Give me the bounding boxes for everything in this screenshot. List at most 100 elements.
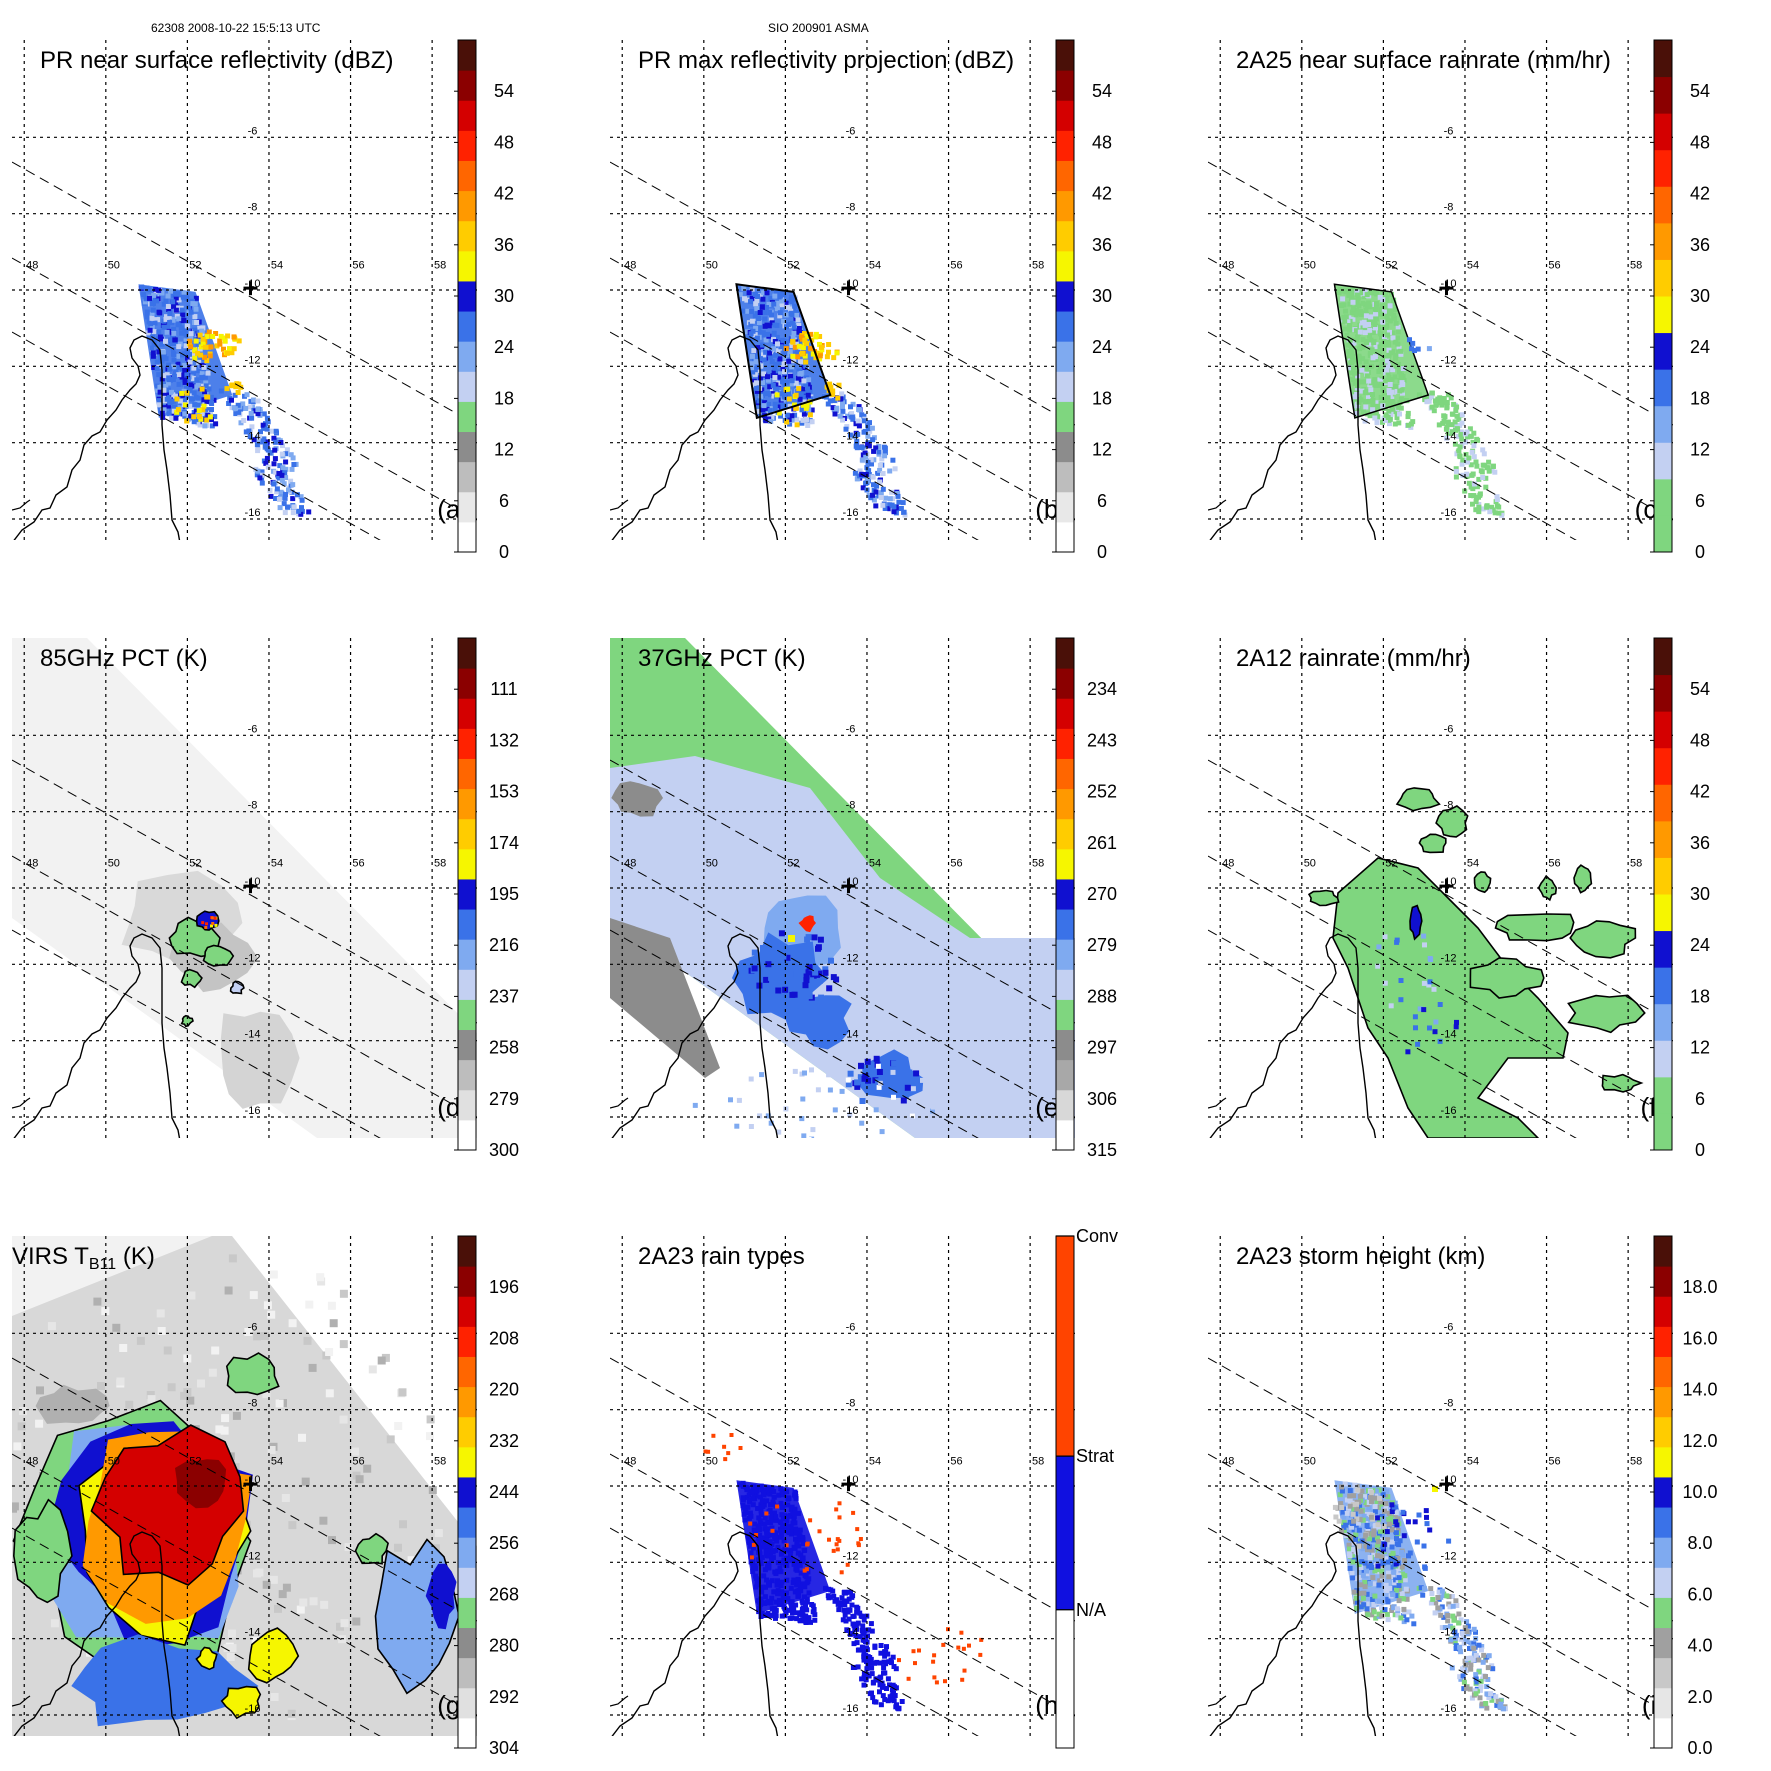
data-pixel [1439, 1625, 1445, 1631]
data-pixel [1464, 1638, 1470, 1644]
data-pixel [776, 360, 782, 366]
data-pixel [809, 1067, 814, 1073]
colorbar-band [458, 371, 476, 402]
data-pixel [1363, 404, 1369, 410]
data-pixel [1361, 1513, 1367, 1519]
data-pixel [193, 416, 199, 422]
data-pixel [877, 462, 883, 468]
data-pixel [1354, 334, 1360, 340]
data-pixel [792, 951, 799, 958]
colorbar-band [458, 100, 476, 131]
data-pixel [805, 934, 812, 941]
data-pixel [839, 391, 845, 397]
data-pixel [1391, 315, 1397, 321]
colorbar-label: 54 [494, 81, 514, 101]
data-pixel [258, 429, 263, 435]
data-pixel [881, 1670, 886, 1676]
data-pixel [151, 300, 156, 306]
data-pixel [1388, 1003, 1394, 1009]
data-pixel [757, 1518, 763, 1524]
data-pixel [203, 383, 209, 389]
data-pixel [1494, 494, 1500, 500]
data-pixel [1382, 355, 1388, 361]
panel-title-subscript: B11 [89, 1256, 116, 1273]
data-pixel [775, 404, 781, 410]
data-pixel [769, 415, 775, 420]
data-pixel [195, 402, 201, 408]
data-pixel [858, 1537, 863, 1541]
data-pixel [1432, 1486, 1438, 1492]
data-pixel [779, 298, 785, 304]
data-pixel [50, 1619, 59, 1628]
data-pixel [854, 441, 859, 447]
data-pixel [1429, 404, 1435, 410]
data-pixel [788, 306, 794, 312]
data-pixel [180, 312, 186, 318]
data-pixel [340, 1619, 349, 1628]
data-pixel [1352, 394, 1358, 400]
data-pixel [255, 398, 261, 404]
data-pixel [223, 1644, 232, 1653]
data-pixel [1456, 1611, 1462, 1617]
data-pixel [272, 456, 278, 462]
data-pixel [771, 369, 777, 375]
data-pixel [833, 976, 840, 983]
swath-edge-line [610, 331, 979, 540]
data-pixel [861, 1075, 868, 1082]
data-pixel [863, 1639, 868, 1644]
data-pixel [154, 317, 160, 323]
data-pixel [979, 1637, 984, 1642]
data-pixel [1382, 934, 1388, 940]
data-pixel [773, 361, 779, 367]
data-pixel [1401, 1606, 1407, 1612]
data-pixel [1338, 1501, 1344, 1507]
data-pixel [1362, 1584, 1368, 1590]
data-pixel [1375, 963, 1381, 969]
colorbar-band [458, 1507, 476, 1538]
convective-core [1409, 904, 1423, 941]
data-pixel [802, 982, 809, 989]
data-pixel [754, 388, 760, 394]
data-pixel [224, 386, 230, 392]
data-pixel [762, 1600, 768, 1606]
data-pixel [757, 310, 763, 315]
colorbar-band [1056, 668, 1074, 699]
data-pixel [165, 293, 171, 299]
colorbar-label: 297 [1087, 1038, 1117, 1058]
data-pixel [1458, 432, 1464, 437]
data-pixel [813, 355, 819, 361]
data-pixel [795, 375, 801, 381]
data-pixel [831, 1593, 837, 1599]
data-pixel [802, 353, 808, 359]
data-pixel [759, 304, 765, 310]
data-pixel [846, 1607, 852, 1613]
data-pixel [154, 298, 160, 304]
data-pixel [793, 1566, 799, 1572]
lon-tick-label: 56 [1548, 260, 1560, 272]
data-pixel [208, 410, 213, 416]
data-pixel [255, 448, 261, 454]
data-pixel [172, 300, 178, 305]
data-pixel [761, 1490, 767, 1496]
data-pixel [174, 364, 180, 370]
data-pixel [835, 1547, 840, 1552]
data-pixel [193, 306, 199, 312]
colorbar-band [1654, 1567, 1672, 1598]
colorbar-band [458, 788, 476, 820]
data-pixel [1344, 1510, 1350, 1516]
data-pixel [1399, 1591, 1405, 1596]
data-pixel [873, 489, 879, 495]
data-pixel [877, 467, 883, 473]
data-pixel [1394, 1587, 1399, 1593]
data-pixel [751, 1484, 756, 1490]
data-pixel [764, 1490, 770, 1496]
data-pixel [1376, 1539, 1381, 1545]
data-pixel [1465, 1623, 1471, 1629]
data-pixel [1453, 408, 1459, 414]
data-pixel [857, 1610, 863, 1616]
data-pixel [1380, 1492, 1386, 1498]
data-pixel [1457, 1644, 1463, 1650]
data-pixel [1400, 1552, 1406, 1558]
data-pixel [878, 495, 884, 500]
data-pixel [149, 315, 155, 321]
